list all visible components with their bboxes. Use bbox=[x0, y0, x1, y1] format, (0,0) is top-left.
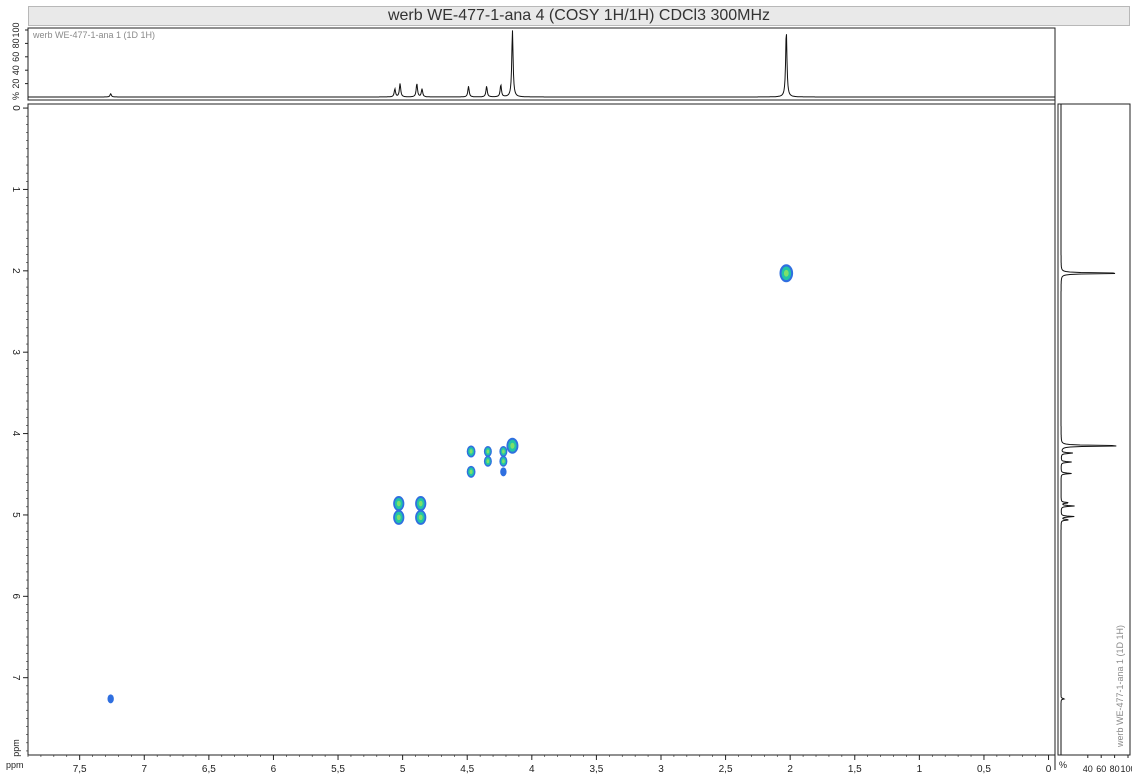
right-spectrum-line bbox=[1060, 104, 1117, 755]
cross-peak bbox=[499, 445, 508, 457]
x-unit-label: ppm bbox=[6, 760, 24, 770]
peak-contour-core bbox=[486, 449, 490, 454]
x-tick-label: 7,5 bbox=[73, 764, 87, 775]
x-axis: 7,5 7 6,5 6 5,5 5 4,5 4 3,5 3 2,5 2 1,5 1 0,5 0 bbox=[27, 755, 1052, 775]
cross-peak bbox=[483, 455, 492, 467]
cross-peak bbox=[483, 445, 492, 457]
top-percent-label: 80 bbox=[11, 38, 21, 48]
top-frame bbox=[27, 27, 1056, 101]
cross-peak bbox=[499, 455, 508, 467]
top-percent-label: 60 bbox=[11, 52, 21, 62]
top-percent-label: 40 bbox=[11, 65, 21, 75]
peak-contour-core bbox=[469, 449, 473, 454]
x-tick-label: 4 bbox=[529, 764, 535, 775]
right-percent-label: 80 bbox=[1110, 764, 1120, 774]
y-axis: 0 1 2 3 4 5 6 7 bbox=[10, 105, 28, 752]
x-tick-label: 3,5 bbox=[589, 764, 603, 775]
plot-frames bbox=[27, 27, 1131, 770]
right-percent-label: 100 bbox=[1120, 764, 1132, 774]
peak-contour-outer bbox=[500, 467, 507, 477]
peak-contour-core bbox=[502, 459, 505, 464]
cross-peak bbox=[779, 264, 794, 283]
cross-peak bbox=[466, 445, 476, 458]
chart-title: werb WE-477-1-ana 4 (COSY 1H/1H) CDCl3 3… bbox=[28, 6, 1130, 26]
x-tick-label: 5,5 bbox=[331, 764, 345, 775]
right-trace-label: werb WE-477-1-ana 1 (1D 1H) bbox=[1115, 625, 1125, 748]
top-1d-projection bbox=[28, 30, 1055, 98]
y-tick-label: 7 bbox=[10, 675, 21, 681]
cross-peak bbox=[393, 496, 405, 512]
peak-contour-core bbox=[783, 269, 789, 277]
peak-contour-core bbox=[502, 449, 505, 454]
y-tick-label: 4 bbox=[10, 431, 21, 437]
x-tick-label: 5 bbox=[400, 764, 406, 775]
cross-peak bbox=[466, 465, 476, 478]
peak-contour-core bbox=[396, 500, 401, 507]
right-percent-label: 40 bbox=[1083, 764, 1093, 774]
y-unit-label: ppm bbox=[11, 739, 21, 757]
x-tick-label: 3 bbox=[658, 764, 664, 775]
peak-contour-core bbox=[510, 442, 515, 449]
y-tick-label: 6 bbox=[10, 594, 21, 600]
cross-peak bbox=[415, 509, 427, 525]
y-tick-label: 1 bbox=[10, 187, 21, 193]
x-tick-label: 0,5 bbox=[977, 764, 991, 775]
top-spectrum-line bbox=[28, 30, 1055, 98]
cross-peaks bbox=[107, 264, 794, 704]
cross-peak bbox=[107, 694, 114, 704]
right-percent-symbol: % bbox=[1059, 760, 1067, 770]
peak-contour-core bbox=[486, 459, 490, 464]
y-tick-label: 0 bbox=[10, 105, 21, 111]
cross-peak bbox=[393, 509, 405, 525]
cross-peak bbox=[500, 467, 507, 477]
x-tick-label: 1 bbox=[917, 764, 923, 775]
peak-contour-core bbox=[418, 514, 423, 521]
x-tick-label: 1,5 bbox=[848, 764, 862, 775]
right-percent-label: 60 bbox=[1096, 764, 1106, 774]
right-frame bbox=[1057, 103, 1131, 756]
y-tick-label: 3 bbox=[10, 349, 21, 355]
x-tick-label: 2,5 bbox=[719, 764, 733, 775]
cross-peak bbox=[506, 437, 519, 454]
top-percent-label: 100 bbox=[11, 22, 21, 37]
main-frame bbox=[27, 103, 1056, 756]
top-trace-label: werb WE-477-1-ana 1 (1D 1H) bbox=[32, 30, 155, 40]
right-1d-projection bbox=[1060, 104, 1117, 755]
y-tick-label: 5 bbox=[10, 512, 21, 518]
x-tick-label: 2 bbox=[787, 764, 793, 775]
cross-peak bbox=[415, 496, 427, 512]
x-tick-label: 6,5 bbox=[202, 764, 216, 775]
x-tick-label: 0 bbox=[1046, 764, 1052, 775]
peak-contour-outer bbox=[107, 694, 114, 704]
top-percent-symbol: % bbox=[11, 92, 21, 100]
peak-contour-core bbox=[469, 469, 473, 475]
top-percent-label: 20 bbox=[11, 79, 21, 89]
x-tick-label: 6 bbox=[271, 764, 277, 775]
peak-contour-core bbox=[418, 500, 423, 507]
x-tick-label: 7 bbox=[141, 764, 147, 775]
peak-contour-core bbox=[396, 514, 401, 521]
x-tick-label: 4,5 bbox=[460, 764, 474, 775]
y-tick-label: 2 bbox=[10, 268, 21, 274]
